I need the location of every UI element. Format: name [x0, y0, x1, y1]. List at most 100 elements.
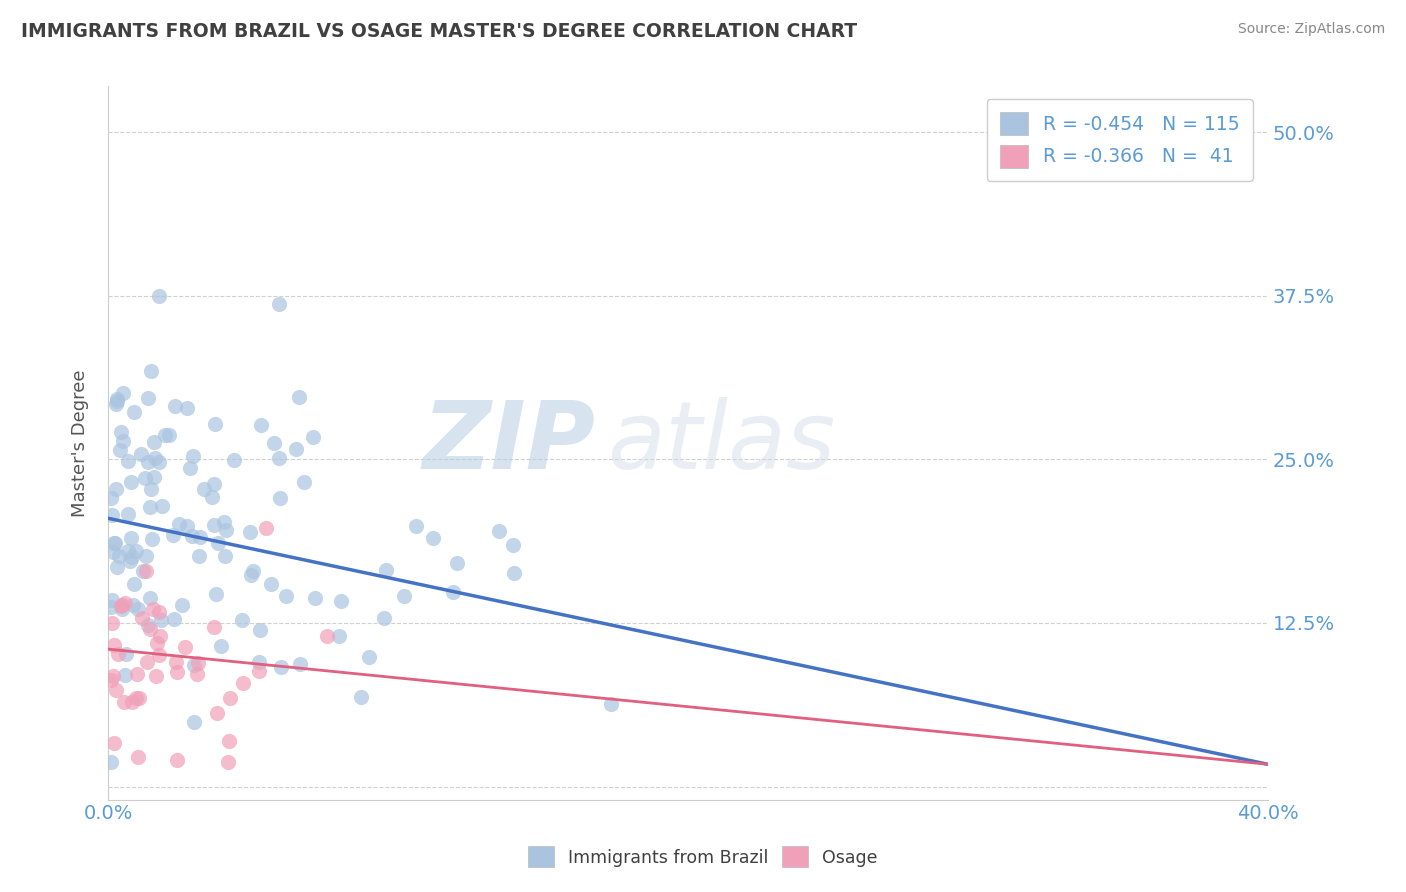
Point — [207, 536, 229, 550]
Point — [117, 454, 139, 468]
Point — [166, 753, 188, 767]
Point — [118, 554, 141, 568]
Point — [292, 475, 315, 490]
Point — [405, 519, 427, 533]
Point — [139, 591, 162, 606]
Point — [232, 676, 254, 690]
Point — [105, 394, 128, 409]
Point — [127, 749, 149, 764]
Point — [136, 618, 159, 632]
Point — [166, 665, 188, 679]
Point — [254, 521, 277, 535]
Point — [187, 656, 209, 670]
Point — [104, 397, 127, 411]
Point — [148, 648, 170, 662]
Point — [276, 589, 298, 603]
Point — [121, 549, 143, 564]
Point — [105, 560, 128, 574]
Point — [104, 536, 127, 550]
Point — [101, 616, 124, 631]
Point — [124, 543, 146, 558]
Point — [128, 690, 150, 705]
Point — [249, 623, 271, 637]
Point — [167, 516, 190, 531]
Point — [153, 427, 176, 442]
Point — [202, 517, 225, 532]
Point — [110, 425, 132, 439]
Point — [100, 508, 122, 523]
Point — [180, 528, 202, 542]
Point — [134, 471, 156, 485]
Point — [103, 736, 125, 750]
Point — [136, 655, 159, 669]
Point — [112, 385, 135, 400]
Point — [149, 614, 172, 628]
Point — [359, 650, 381, 665]
Legend: R = -0.454   N = 115, R = -0.366   N =  41: R = -0.454 N = 115, R = -0.366 N = 41 — [987, 99, 1253, 181]
Point — [114, 647, 136, 661]
Point — [131, 611, 153, 625]
Point — [143, 450, 166, 465]
Point — [247, 664, 270, 678]
Point — [142, 470, 165, 484]
Point — [202, 476, 225, 491]
Point — [239, 525, 262, 540]
Point — [162, 528, 184, 542]
Point — [100, 600, 122, 615]
Point — [263, 435, 285, 450]
Point — [181, 450, 204, 464]
Point — [172, 598, 194, 612]
Text: Source: ZipAtlas.com: Source: ZipAtlas.com — [1237, 22, 1385, 37]
Point — [267, 297, 290, 311]
Point — [218, 734, 240, 748]
Point — [122, 577, 145, 591]
Point — [141, 532, 163, 546]
Point — [174, 640, 197, 654]
Point — [121, 532, 143, 546]
Point — [149, 629, 172, 643]
Point — [270, 660, 292, 674]
Point — [188, 530, 211, 544]
Point — [114, 668, 136, 682]
Point — [100, 491, 122, 505]
Point — [267, 451, 290, 466]
Point — [104, 482, 127, 496]
Point — [186, 667, 208, 681]
Point — [599, 698, 621, 712]
Point — [141, 364, 163, 378]
Point — [502, 538, 524, 552]
Legend: Immigrants from Brazil, Osage: Immigrants from Brazil, Osage — [522, 839, 884, 874]
Point — [100, 755, 122, 769]
Point — [101, 668, 124, 682]
Point — [111, 434, 134, 448]
Point — [249, 417, 271, 432]
Point — [204, 417, 226, 432]
Point — [132, 564, 155, 578]
Point — [249, 655, 271, 669]
Point — [125, 667, 148, 681]
Point — [179, 461, 201, 475]
Point — [187, 549, 209, 564]
Point — [117, 543, 139, 558]
Point — [108, 442, 131, 457]
Point — [217, 755, 239, 769]
Point — [165, 655, 187, 669]
Point — [114, 596, 136, 610]
Point — [103, 545, 125, 559]
Point — [152, 500, 174, 514]
Point — [375, 563, 398, 577]
Point — [288, 657, 311, 672]
Point — [141, 482, 163, 496]
Point — [101, 592, 124, 607]
Point — [176, 401, 198, 415]
Point — [145, 669, 167, 683]
Point — [422, 531, 444, 545]
Point — [328, 629, 350, 643]
Point — [122, 405, 145, 419]
Point — [215, 523, 238, 537]
Point — [162, 611, 184, 625]
Point — [193, 482, 215, 496]
Point — [242, 564, 264, 578]
Text: ZIP: ZIP — [422, 397, 595, 489]
Point — [104, 682, 127, 697]
